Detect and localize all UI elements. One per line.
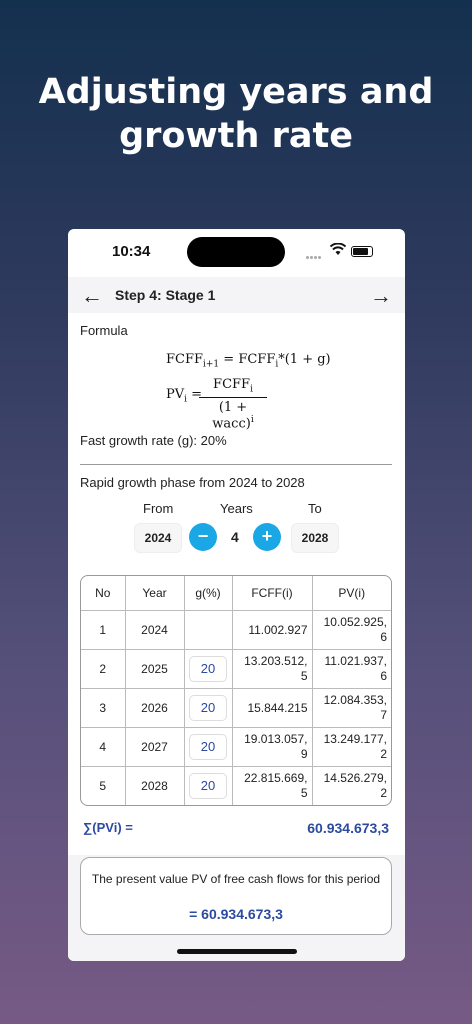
to-label: To: [308, 501, 322, 516]
result-text: The present value PV of free cash flows …: [91, 872, 381, 886]
cellular-signal-icon: [306, 246, 322, 264]
nav-bar: ← Step 4: Stage 1 →: [68, 277, 405, 313]
pv-sum-row: ∑(PVi) = 60.934.673,3: [68, 810, 405, 854]
growth-rate: Fast growth rate (g): 20%: [80, 433, 227, 448]
phase-text: Rapid growth phase from 2024 to 2028: [80, 475, 305, 490]
pv-sum-label: ∑(PVi) =: [83, 820, 133, 835]
battery-icon: [351, 246, 373, 257]
home-indicator[interactable]: [177, 949, 297, 954]
cell-fcff: 13.203.512, 5: [231, 649, 313, 689]
cell-no: 2: [81, 649, 126, 689]
cell-pv: 13.249.177, 2: [311, 727, 391, 767]
years-label: Years: [220, 501, 253, 516]
headline-line-1: Adjusting years and: [38, 72, 434, 112]
to-year-field[interactable]: 2028: [291, 523, 339, 553]
num-text: FCFF: [213, 377, 251, 392]
cell-no: 1: [81, 610, 126, 650]
dynamic-island: [187, 237, 285, 267]
den-text: (1 + wacc): [212, 399, 251, 431]
result-card: The present value PV of free cash flows …: [80, 857, 392, 935]
increase-years-button[interactable]: +: [253, 523, 281, 551]
cell-pv: 12.084.353, 7: [311, 688, 391, 728]
formula-label: Formula: [80, 323, 128, 338]
growth-label: Fast growth rate (g):: [80, 433, 198, 448]
cell-g: 20: [183, 766, 233, 805]
table-row: 3 2026 20 15.844.215 12.084.353, 7: [81, 688, 391, 728]
page-title: Step 4: Stage 1: [115, 287, 216, 303]
num-sub: i: [250, 384, 253, 395]
cell-fcff: 22.815.669, 5: [231, 766, 313, 805]
divider: [80, 464, 392, 465]
years-value: 4: [231, 529, 239, 545]
cell-g: [183, 610, 233, 650]
den-sup: i: [250, 414, 254, 425]
cell-pv: 10.052.925, 6: [311, 610, 391, 650]
cell-g: 20: [183, 727, 233, 767]
cell-year: 2024: [124, 610, 185, 650]
promo-headline: Adjusting years and growth rate: [0, 70, 472, 158]
headline-line-2: growth rate: [119, 116, 353, 156]
col-header-g: g(%): [183, 576, 233, 611]
col-header-year: Year: [124, 576, 185, 611]
result-section: The present value PV of free cash flows …: [68, 855, 405, 961]
formula-pv-left: PVi =: [166, 387, 202, 405]
result-value: = 60.934.673,3: [189, 906, 283, 922]
cell-year: 2026: [124, 688, 185, 728]
from-label: From: [143, 501, 174, 516]
col-header-pv: PV(i): [311, 576, 391, 611]
eq1-right: *(1 + g): [278, 352, 331, 367]
cell-g: 20: [183, 688, 233, 728]
growth-value[interactable]: 20%: [200, 433, 227, 448]
status-time: 10:34: [112, 243, 151, 260]
projection-table: No Year g(%) FCFF(i) PV(i) 1 2024 11.002…: [80, 575, 392, 806]
cell-pv: 14.526.279, 2: [311, 766, 391, 805]
cell-g: 20: [183, 649, 233, 689]
cell-year: 2027: [124, 727, 185, 767]
cell-year: 2025: [124, 649, 185, 689]
table-row: 1 2024 11.002.927 10.052.925, 6: [81, 610, 391, 650]
table-header-row: No Year g(%) FCFF(i) PV(i): [81, 576, 391, 611]
table-row: 2 2025 20 13.203.512, 5 11.021.937, 6: [81, 649, 391, 689]
formula-pv-fraction: FCFFi (1 + wacc)i: [199, 377, 267, 431]
cell-fcff: 19.013.057, 9: [231, 727, 313, 767]
status-bar: 10:34: [68, 229, 405, 273]
growth-input[interactable]: 20: [189, 773, 227, 799]
eq2-left-sub: i: [184, 394, 188, 405]
fraction-denominator: (1 + wacc)i: [199, 398, 267, 431]
cell-no: 5: [81, 766, 126, 805]
fraction-numerator: FCFFi: [199, 377, 267, 398]
eq1-left-sub: i+1: [203, 359, 220, 370]
formula-fcff: FCFFi+1 = FCFFi*(1 + g): [166, 352, 331, 370]
eq1-mid-sub: i: [275, 359, 279, 370]
col-header-no: No: [81, 576, 126, 611]
growth-input[interactable]: 20: [189, 695, 227, 721]
cell-fcff: 15.844.215: [231, 688, 313, 728]
cell-pv: 11.021.937, 6: [311, 649, 391, 689]
eq1-left: FCFF: [166, 352, 204, 367]
phone-screen: 10:34 ← Step 4: Stage 1 → Formula FCFFi+…: [68, 229, 405, 961]
cell-no: 3: [81, 688, 126, 728]
cell-no: 4: [81, 727, 126, 767]
decrease-years-button[interactable]: −: [189, 523, 217, 551]
back-arrow-icon[interactable]: ←: [81, 283, 103, 308]
cell-year: 2028: [124, 766, 185, 805]
col-header-fcff: FCFF(i): [231, 576, 313, 611]
eq2-left: PV: [166, 387, 185, 402]
from-year-field[interactable]: 2024: [134, 523, 182, 553]
eq1-mid: = FCFF: [219, 352, 276, 367]
growth-input[interactable]: 20: [189, 656, 227, 682]
eq2-equals: =: [191, 387, 203, 402]
cell-fcff: 11.002.927: [231, 610, 313, 650]
pv-sum-value: 60.934.673,3: [307, 820, 389, 836]
table-row: 5 2028 20 22.815.669, 5 14.526.279, 2: [81, 766, 391, 805]
growth-input[interactable]: 20: [189, 734, 227, 760]
wifi-icon: [330, 243, 346, 255]
table-row: 4 2027 20 19.013.057, 9 13.249.177, 2: [81, 727, 391, 767]
forward-arrow-icon[interactable]: →: [370, 283, 392, 308]
